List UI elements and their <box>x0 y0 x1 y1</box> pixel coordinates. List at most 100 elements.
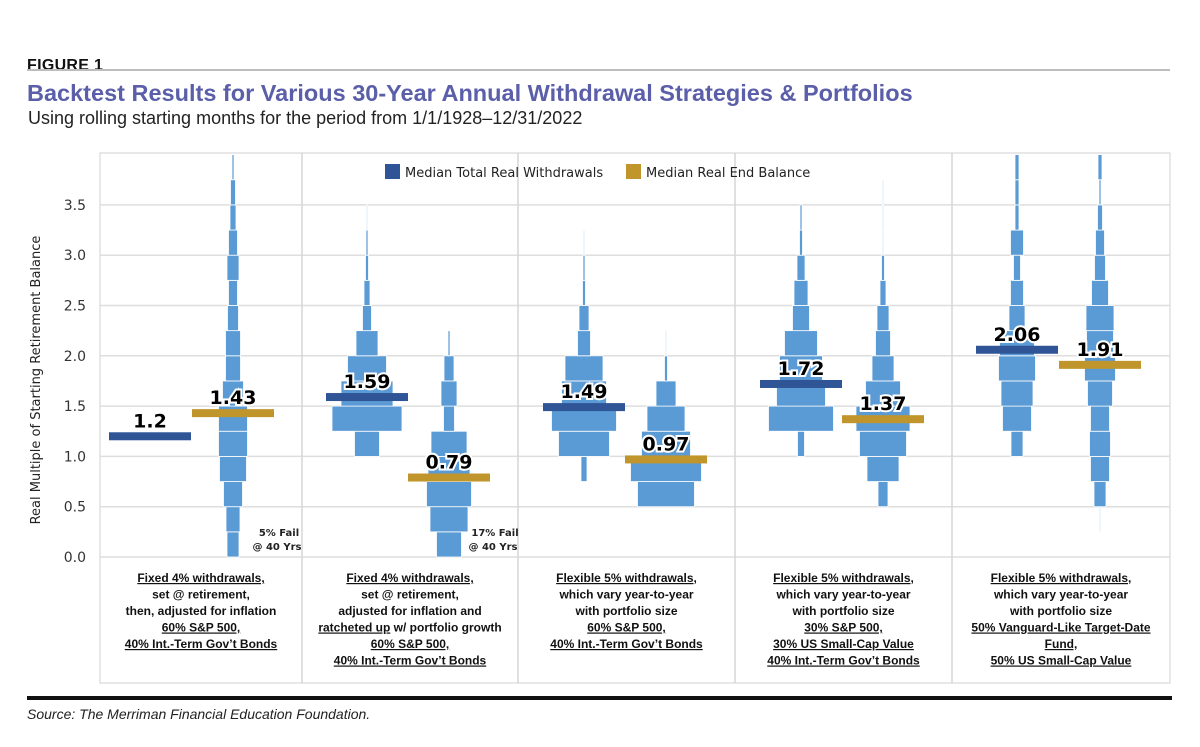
category-label-line: with portfolio size <box>575 604 678 618</box>
end-balance-histogram-bin <box>1090 405 1110 432</box>
category-label-segment: adjusted for inflation and <box>338 604 481 618</box>
withdrawals-median-label: 1.59 <box>344 371 391 393</box>
category-label-line: 60% S&P 500, <box>587 621 666 635</box>
withdrawals-histogram-bin <box>799 204 803 231</box>
withdrawals-median-marker <box>109 432 191 441</box>
category-label-segment: which vary year-to-year <box>558 588 693 602</box>
end-balance-median-marker <box>192 409 274 418</box>
category-label-line: Fixed 4% withdrawals, <box>346 571 473 585</box>
end-balance-histogram-bin <box>436 531 462 558</box>
category-label-line: set @ retirement, <box>152 588 250 602</box>
category-label-line: with portfolio size <box>1009 604 1112 618</box>
y-tick-label: 2.5 <box>64 299 86 315</box>
end-balance-histogram-bin <box>655 380 677 407</box>
withdrawals-histogram-bin <box>1014 204 1020 231</box>
end-balance-median-marker <box>625 455 707 464</box>
failure-annotation: @ 40 Yrs <box>468 542 517 553</box>
withdrawals-median-label: 1.72 <box>778 358 825 380</box>
withdrawals-histogram-bin <box>1014 179 1020 206</box>
category-label-line: Fund, <box>1045 637 1078 651</box>
end-balance-histogram-bin <box>1090 455 1110 482</box>
category-label-line: 50% Vanguard-Like Target-Date <box>971 621 1150 635</box>
withdrawals-histogram-bin <box>578 305 590 332</box>
withdrawals-histogram-bin <box>365 254 369 281</box>
withdrawals-histogram-bin <box>797 430 805 457</box>
category-label-segment: 40% Int.-Term Gov’t Bonds <box>767 654 920 668</box>
end-balance-median-label: 0.97 <box>643 433 690 455</box>
withdrawals-histogram-bin <box>583 229 585 256</box>
withdrawals-histogram-bin <box>365 229 369 256</box>
withdrawals-histogram-bin <box>1010 430 1024 457</box>
withdrawals-histogram-bin <box>1000 380 1034 407</box>
withdrawals-histogram-bin <box>799 229 803 256</box>
category-label-segment: with portfolio size <box>1009 604 1112 618</box>
end-balance-histogram-bin <box>430 430 468 457</box>
end-balance-histogram-bin <box>1098 179 1102 206</box>
category-label-segment: 60% S&P 500, <box>162 621 241 635</box>
end-balance-histogram-bin <box>1089 430 1111 457</box>
failure-annotation: @ 40 Yrs <box>252 542 301 553</box>
end-balance-histogram-bin <box>882 229 884 256</box>
category-label-segment: 60% S&P 500, <box>587 621 666 635</box>
withdrawals-histogram-bin <box>1010 279 1024 306</box>
y-tick-label: 3.5 <box>64 198 86 214</box>
withdrawals-histogram-bin <box>779 355 823 382</box>
category-label-segment: 40% Int.-Term Gov’t Bonds <box>550 637 703 651</box>
category-label-segment: 50% Vanguard-Like Target-Date <box>971 621 1150 635</box>
withdrawals-histogram-bin <box>354 430 380 457</box>
withdrawals-median-label: 1.2 <box>133 410 167 432</box>
end-balance-histogram-bin <box>219 455 247 482</box>
end-balance-histogram-bin <box>225 506 241 533</box>
category-label-segment: which vary year-to-year <box>993 588 1128 602</box>
y-tick-label: 2.0 <box>64 349 86 365</box>
end-balance-histogram-bin <box>877 481 889 508</box>
withdrawals-histogram-bin <box>1010 229 1024 256</box>
legend-swatch-end-balance <box>626 164 641 179</box>
end-balance-histogram-bin <box>227 305 239 332</box>
category-label-segment: Fixed 4% withdrawals, <box>137 571 264 585</box>
withdrawals-median-label: 2.06 <box>994 324 1041 346</box>
end-balance-histogram-bin <box>447 330 451 357</box>
end-balance-histogram-bin <box>665 330 667 357</box>
withdrawals-histogram-bin <box>558 430 610 457</box>
end-balance-histogram-bin <box>859 430 907 457</box>
withdrawals-median-marker <box>543 403 625 412</box>
failure-annotation: 17% Fail <box>471 528 518 539</box>
end-balance-median-label: 1.91 <box>1077 339 1124 361</box>
withdrawals-histogram-bin <box>347 355 387 382</box>
withdrawals-histogram-bin <box>784 330 818 357</box>
withdrawals-median-marker <box>326 393 408 402</box>
end-balance-histogram-bin <box>429 506 469 533</box>
end-balance-median-marker <box>842 415 924 424</box>
end-balance-histogram-bin <box>1093 481 1107 508</box>
category-label-segment: 30% S&P 500, <box>804 621 883 635</box>
end-balance-histogram-bin <box>229 204 237 231</box>
category-label-segment: with portfolio size <box>575 604 678 618</box>
category-label-line: 40% Int.-Term Gov’t Bonds <box>550 637 703 651</box>
y-tick-label: 0.5 <box>64 500 86 516</box>
category-label-line: 60% S&P 500, <box>162 621 241 635</box>
withdrawals-histogram-bin <box>366 204 368 231</box>
category-label-line: which vary year-to-year <box>775 588 910 602</box>
withdrawals-histogram-bin <box>577 330 591 357</box>
footer-divider <box>27 696 1172 700</box>
category-label-line: Fixed 4% withdrawals, <box>137 571 264 585</box>
category-label-segment: with portfolio size <box>792 604 895 618</box>
end-balance-histogram-bin <box>228 279 238 306</box>
failure-annotation: 5% Fail <box>259 528 299 539</box>
category-label-line: 30% US Small-Cap Value <box>773 637 914 651</box>
end-balance-histogram-bin <box>882 204 884 231</box>
end-balance-histogram-bin <box>1099 506 1101 533</box>
category-label-segment: Flexible 5% withdrawals, <box>991 571 1132 585</box>
category-label-line: then, adjusted for inflation <box>126 604 277 618</box>
end-balance-histogram-bin <box>228 229 238 256</box>
withdrawals-median-label: 1.49 <box>561 381 608 403</box>
withdrawals-median-marker <box>976 345 1058 354</box>
end-balance-histogram-bin <box>443 355 455 382</box>
end-balance-median-label: 1.37 <box>860 393 907 415</box>
category-label-line: adjusted for inflation and <box>338 604 481 618</box>
withdrawals-histogram-bin <box>582 279 586 306</box>
end-balance-median-label: 0.79 <box>426 452 473 474</box>
withdrawals-histogram-bin <box>331 405 403 432</box>
end-balance-median-marker <box>1059 360 1141 369</box>
